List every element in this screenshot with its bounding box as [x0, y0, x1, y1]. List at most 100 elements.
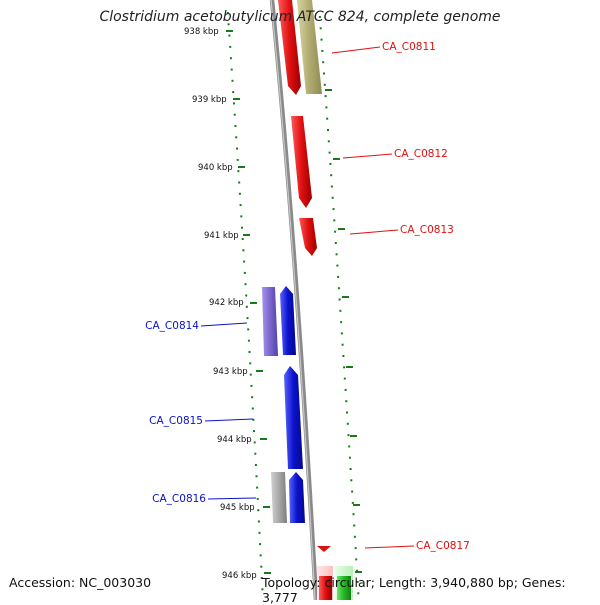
kbp-tick-label: 945 kbp	[220, 503, 255, 513]
gc-tick	[243, 260, 246, 263]
gc-tick	[340, 321, 343, 324]
gc-tick	[263, 506, 270, 508]
gc-tick	[346, 422, 349, 425]
gc-tick	[331, 196, 334, 199]
kbp-tick-label: 942 kbp	[209, 298, 244, 308]
feature-ca-c0817-marker[interactable]	[317, 546, 331, 552]
gene-label-ca-c0817[interactable]: CA_C0817	[416, 540, 470, 552]
gc-tick	[236, 158, 239, 161]
gc-tick	[353, 535, 356, 538]
gc-tick	[241, 226, 243, 229]
feature-olive-block[interactable]	[297, 0, 322, 94]
gc-tick	[351, 490, 354, 493]
gc-tick	[253, 441, 256, 444]
kbp-tick-label: 941 kbp	[204, 231, 239, 241]
gc-tick	[255, 475, 258, 478]
gc-tick	[234, 125, 237, 127]
feature-ca-c0811-arrow[interactable]	[278, 0, 301, 95]
gc-tick	[352, 513, 355, 516]
genome-title: Clostridium acetobutylicum ATCC 824, com…	[99, 9, 501, 25]
gc-tick	[264, 572, 271, 574]
gc-tick	[336, 264, 339, 267]
gc-tick	[322, 61, 325, 64]
feature-grey-block[interactable]	[271, 472, 287, 523]
gc-tick	[350, 435, 357, 437]
gc-tick	[320, 38, 323, 41]
gc-tick	[228, 34, 231, 37]
gc-tick	[318, 16, 321, 18]
kbp-tick-label: 938 kbp	[184, 27, 219, 37]
gc-tick	[238, 166, 245, 168]
gc-tick	[357, 592, 360, 595]
feature-ca-c0813-block[interactable]	[299, 218, 317, 256]
gc-tick	[319, 27, 322, 30]
gene-label-ca-c0816[interactable]: CA_C0816	[152, 493, 206, 505]
leader-ca-c0817	[364, 545, 415, 549]
gc-tick	[348, 445, 351, 448]
gc-tick	[355, 571, 362, 573]
kbp-tick-label: 943 kbp	[213, 367, 248, 377]
gc-tick	[243, 271, 246, 274]
gc-tick	[342, 296, 349, 298]
gc-tick	[238, 192, 241, 195]
gc-tick	[259, 543, 262, 546]
gene-label-ca-c0813[interactable]: CA_C0813	[400, 224, 454, 236]
leader-ca-c0814	[200, 322, 248, 327]
gene-label-ca-c0811[interactable]: CA_C0811	[382, 41, 436, 53]
feature-ca-c0812-arrow[interactable]	[291, 116, 312, 208]
gc-tick	[330, 174, 333, 177]
gene-label-ca-c0815[interactable]: CA_C0815	[149, 415, 203, 427]
gc-tick	[233, 98, 240, 100]
leader-ca-c0815	[204, 418, 254, 422]
feature-ca-c0816-arrow[interactable]	[289, 472, 305, 523]
gc-tick	[237, 170, 240, 173]
kbp-tick-label: 944 kbp	[217, 435, 252, 445]
gc-tick	[247, 339, 250, 342]
gc-tick	[337, 287, 340, 290]
gc-tick	[343, 366, 346, 369]
feature-lavender-block[interactable]	[262, 287, 278, 356]
gc-tick	[327, 129, 329, 131]
genome-backbone	[269, 0, 319, 601]
gc-tick	[244, 283, 247, 286]
gc-tick	[246, 317, 249, 320]
gc-tick	[353, 524, 356, 527]
gc-tick	[343, 377, 346, 380]
gene-label-leaders	[200, 46, 415, 549]
gc-tick	[251, 407, 254, 410]
leader-ca-c0813	[349, 229, 399, 235]
feature-ca-c0814-arrow[interactable]	[280, 286, 296, 355]
gc-tick	[355, 558, 358, 561]
gc-tick	[256, 370, 263, 372]
gc-tick	[236, 147, 238, 150]
gc-tick	[243, 234, 250, 236]
gc-tick	[226, 12, 229, 14]
gc-tick	[257, 520, 260, 523]
gene-label-ca-c0812[interactable]: CA_C0812	[394, 148, 448, 160]
gc-tick	[261, 588, 264, 591]
gc-tick	[226, 30, 233, 32]
accession-text: Accession: NC_003030	[9, 575, 152, 590]
feature-green-block[interactable]	[337, 576, 351, 600]
gc-tick	[334, 242, 337, 244]
kbp-tick-label: 946 kbp	[222, 571, 257, 581]
gc-tick	[230, 68, 233, 71]
kbp-tick-label: 940 kbp	[198, 163, 233, 173]
gc-tick	[348, 456, 351, 459]
gc-tick	[329, 162, 332, 165]
gc-tick	[332, 208, 335, 211]
gc-tick	[338, 298, 341, 301]
gc-tick	[232, 91, 235, 94]
feature-red-bottom-block[interactable]	[319, 576, 332, 600]
genome-backbone-highlight	[270, 0, 316, 601]
gc-tick	[337, 275, 340, 278]
gc-tick	[340, 332, 343, 335]
gene-label-ca-c0814[interactable]: CA_C0814	[145, 320, 199, 332]
feature-ca-c0815-arrow[interactable]	[284, 366, 303, 469]
gc-tick	[248, 351, 251, 353]
gc-tick	[333, 219, 336, 222]
gc-tick	[238, 181, 241, 184]
gc-tick	[354, 547, 357, 550]
